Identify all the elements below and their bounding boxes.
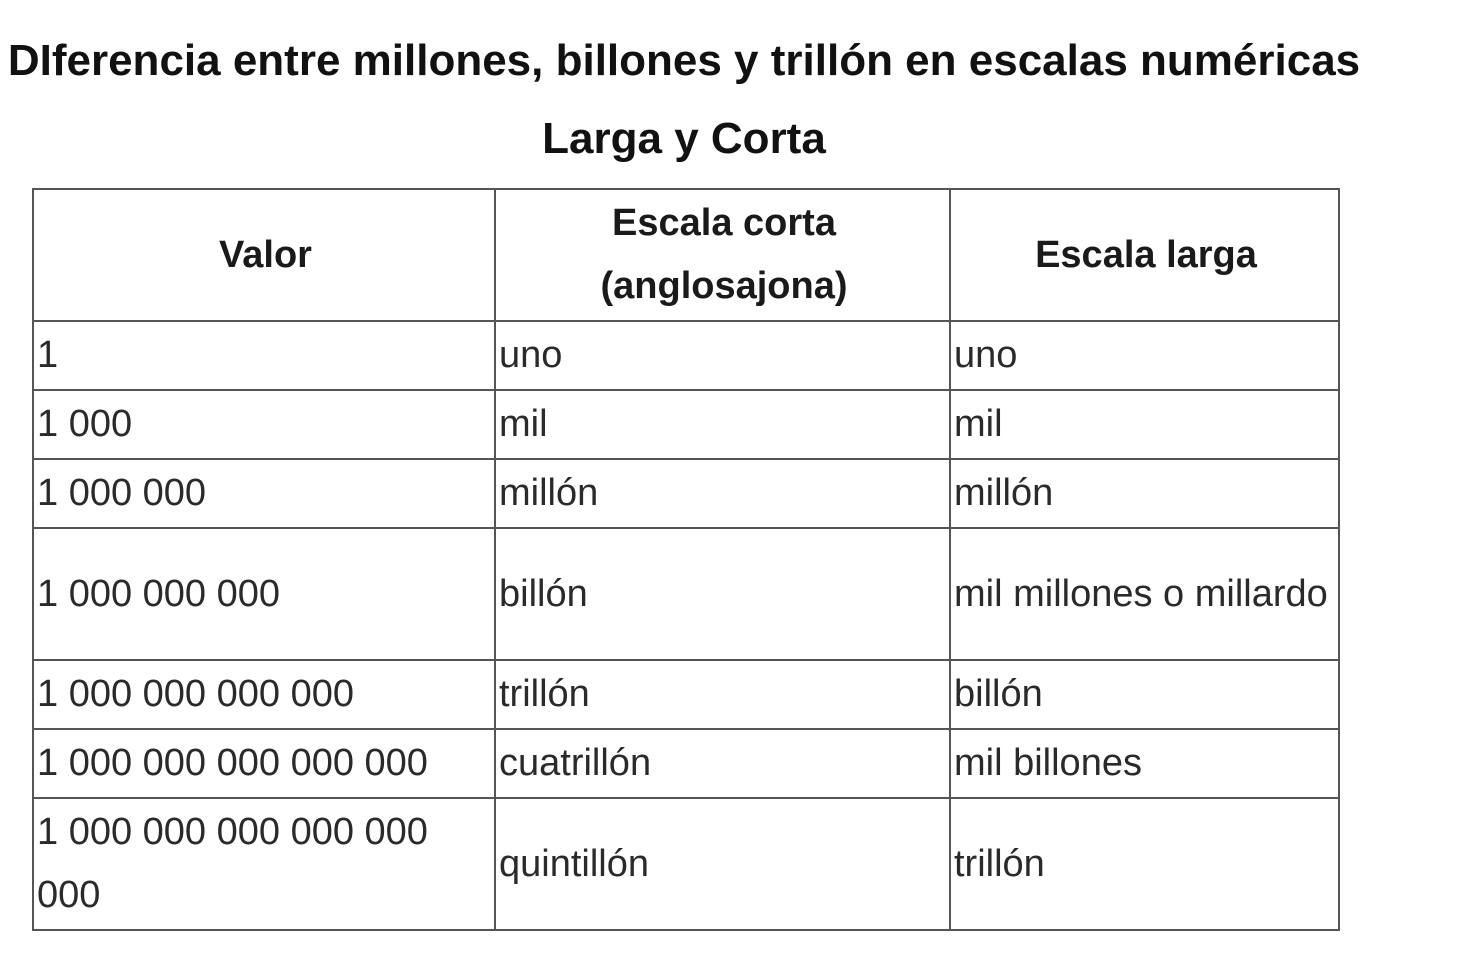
cell-escala-larga: mil billones xyxy=(949,728,1340,799)
table-row: 1 000 000 millón millón xyxy=(32,458,1340,529)
table-row: 1 000 000 000 000 000 cuatrillón mil bil… xyxy=(32,728,1340,799)
cell-escala-larga: uno xyxy=(949,320,1340,391)
cell-valor: 1 xyxy=(32,320,496,391)
table-row: 1 000 000 000 000 trillón billón xyxy=(32,659,1340,730)
table-row: 1 uno uno xyxy=(32,320,1340,391)
header-valor: Valor xyxy=(32,188,496,322)
table-row: 1 000 000 000 billón mil millones o mill… xyxy=(32,527,1340,661)
page-title: DIferencia entre millones, billones y tr… xyxy=(7,36,1361,163)
cell-valor: 1 000 000 000 000 xyxy=(32,659,496,730)
scales-table: Valor Escala corta (anglosajona) Escala … xyxy=(32,188,1340,931)
cell-valor: 1 000 000 000 xyxy=(32,527,496,661)
cell-escala-larga: billón xyxy=(949,659,1340,730)
table-header-row: Valor Escala corta (anglosajona) Escala … xyxy=(32,188,1340,322)
cell-escala-corta: cuatrillón xyxy=(494,728,951,799)
cell-escala-corta: billón xyxy=(494,527,951,661)
cell-escala-corta: quintillón xyxy=(494,797,951,931)
cell-valor: 1 000 000 xyxy=(32,458,496,529)
cell-escala-larga: mil millones o millardo xyxy=(949,527,1340,661)
cell-valor: 1 000 xyxy=(32,389,496,460)
table-row: 1 000 mil mil xyxy=(32,389,1340,460)
header-escala-corta: Escala corta (anglosajona) xyxy=(494,188,951,322)
cell-escala-corta: uno xyxy=(494,320,951,391)
cell-escala-larga: millón xyxy=(949,458,1340,529)
cell-valor: 1 000 000 000 000 000 xyxy=(32,728,496,799)
table-row: 1 000 000 000 000 000 000 quintillón tri… xyxy=(32,797,1340,931)
header-escala-larga: Escala larga xyxy=(949,188,1340,322)
cell-escala-corta: millón xyxy=(494,458,951,529)
cell-escala-corta: mil xyxy=(494,389,951,460)
cell-escala-corta: trillón xyxy=(494,659,951,730)
cell-escala-larga: mil xyxy=(949,389,1340,460)
cell-valor: 1 000 000 000 000 000 000 xyxy=(32,797,496,931)
cell-escala-larga: trillón xyxy=(949,797,1340,931)
